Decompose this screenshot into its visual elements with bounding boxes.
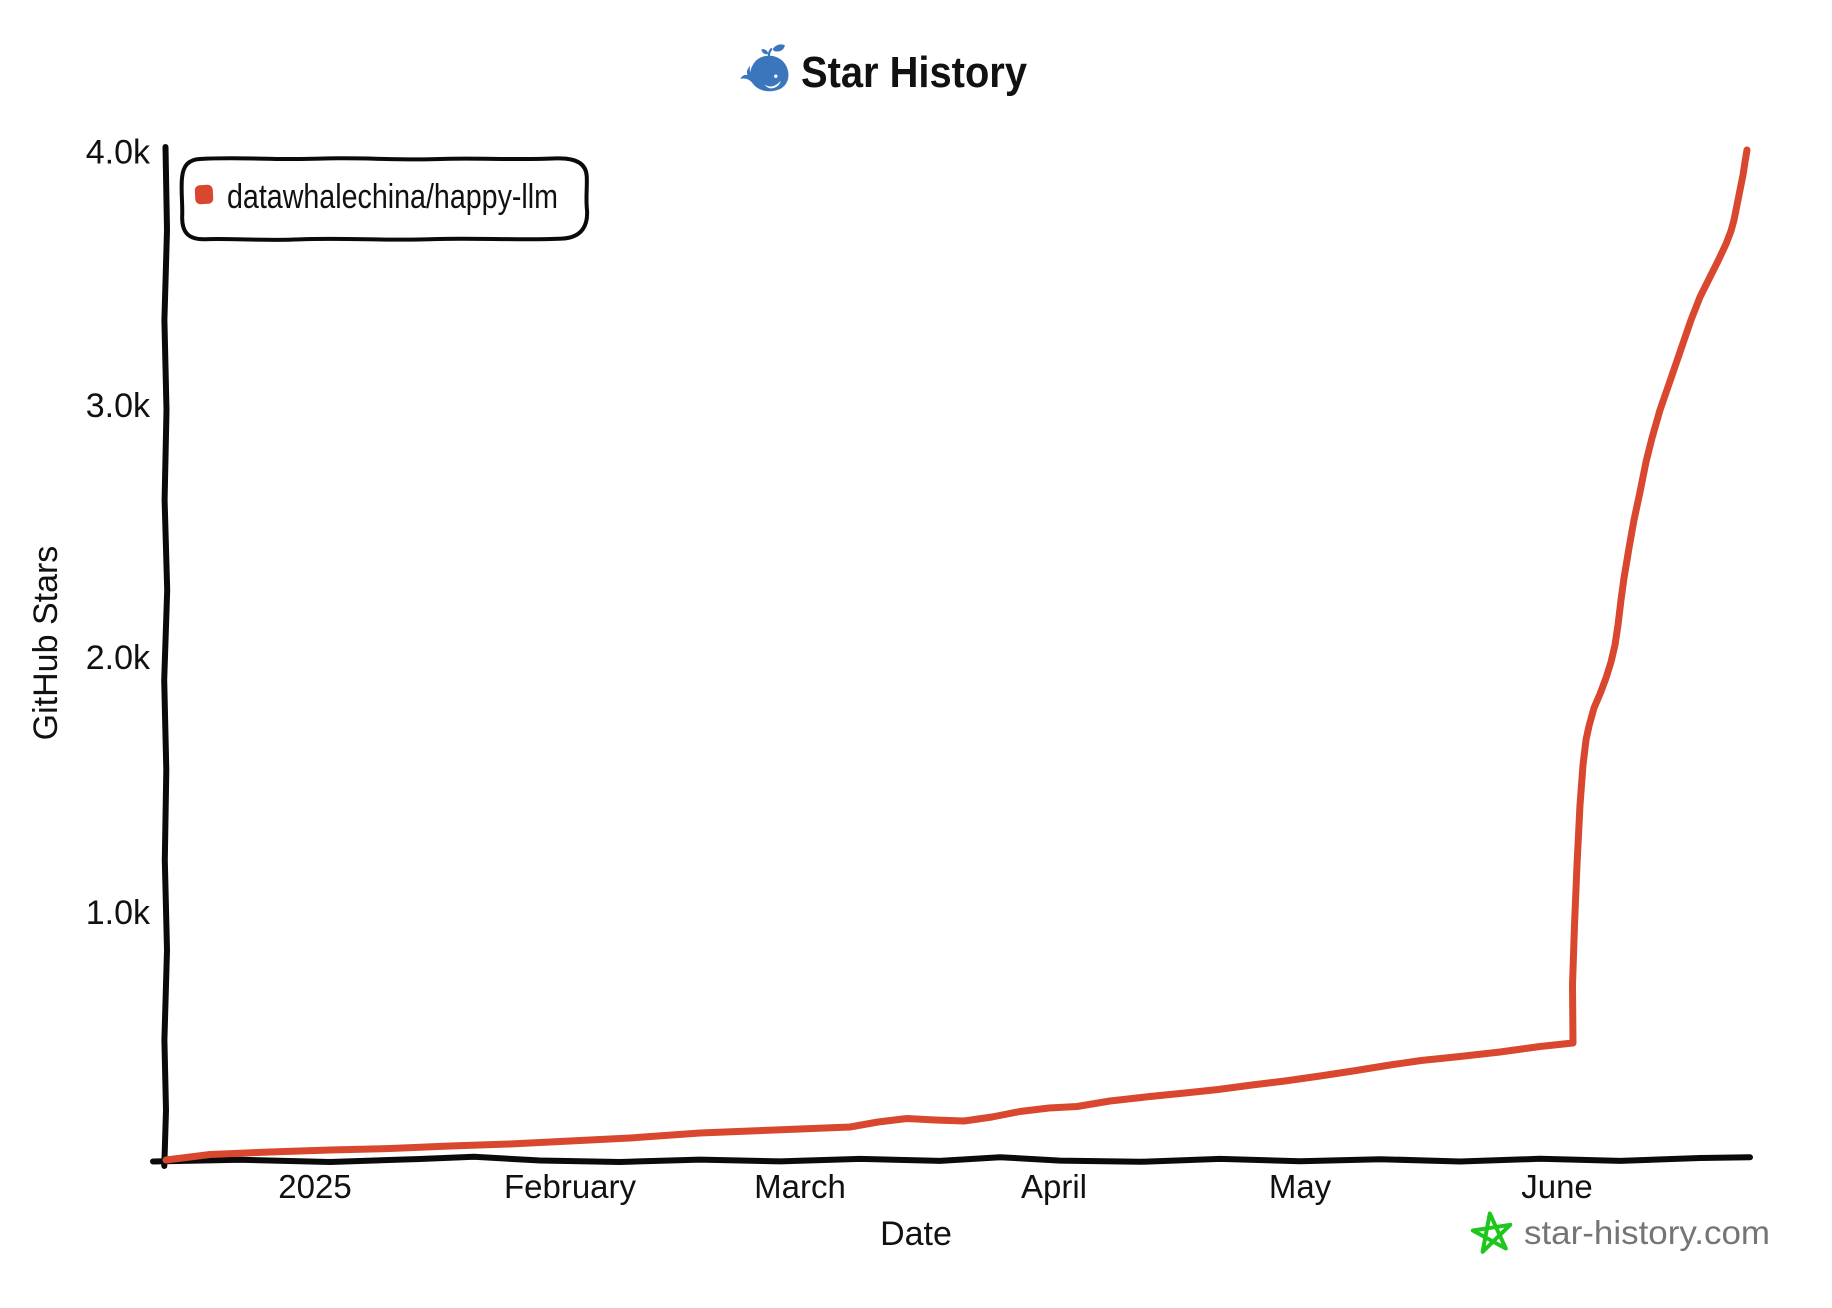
svg-text:star-history.com: star-history.com <box>1524 1214 1770 1251</box>
svg-text:GitHub Stars: GitHub Stars <box>27 546 65 741</box>
svg-text:Star History: Star History <box>801 48 1027 97</box>
svg-text:April: April <box>1021 1168 1087 1205</box>
svg-text:2025: 2025 <box>278 1168 351 1205</box>
svg-text:datawhalechina/happy-llm: datawhalechina/happy-llm <box>227 178 558 216</box>
svg-text:3.0k: 3.0k <box>86 387 151 425</box>
svg-text:May: May <box>1269 1168 1332 1205</box>
svg-text:June: June <box>1521 1168 1593 1205</box>
svg-text:March: March <box>754 1168 846 1205</box>
svg-text:4.0k: 4.0k <box>86 134 151 172</box>
svg-text:Date: Date <box>880 1215 952 1253</box>
svg-text:February: February <box>504 1168 637 1205</box>
svg-text:1.0k: 1.0k <box>86 894 151 932</box>
svg-text:2.0k: 2.0k <box>86 639 151 677</box>
